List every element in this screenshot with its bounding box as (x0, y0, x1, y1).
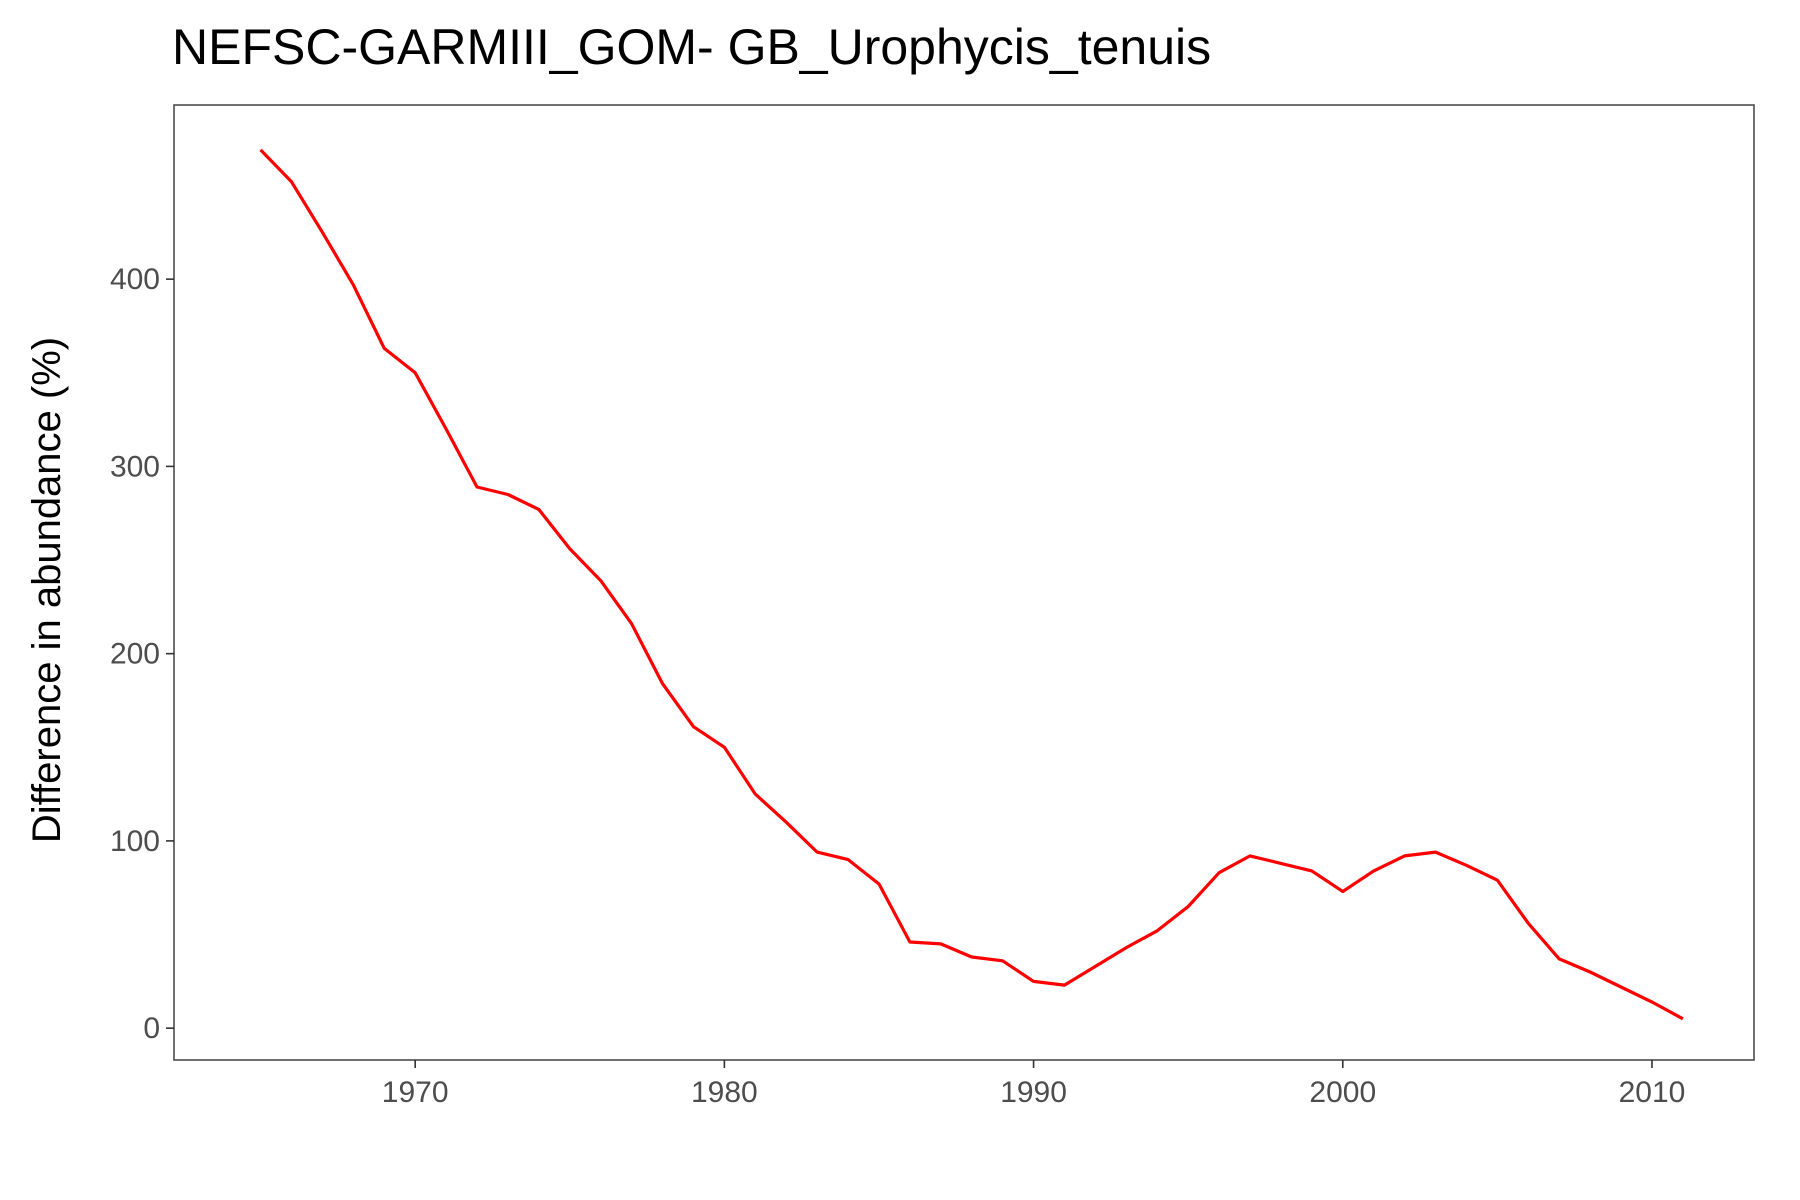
x-tick-label: 2010 (1619, 1076, 1686, 1109)
y-tick-label: 100 (110, 825, 160, 858)
plot-panel (173, 104, 1755, 1061)
y-tick-label: 0 (143, 1012, 160, 1045)
x-tick-label: 1980 (691, 1076, 758, 1109)
chart-title: NEFSC-GARMIII_GOM- GB_Urophycis_tenuis (172, 19, 1212, 75)
y-axis-title: Difference in abundance (%) (25, 337, 69, 843)
x-tick-label: 1970 (382, 1076, 449, 1109)
x-tick-label: 2000 (1309, 1076, 1376, 1109)
y-tick-label: 200 (110, 638, 160, 671)
series-line (259, 148, 1684, 1021)
x-axis: 1970 1980 1990 2000 2010 (382, 1060, 1686, 1109)
y-axis: 0 100 200 300 400 (110, 263, 174, 1045)
y-tick-label: 400 (110, 263, 160, 296)
x-tick-label: 1990 (1000, 1076, 1067, 1109)
y-tick-label: 300 (110, 450, 160, 483)
